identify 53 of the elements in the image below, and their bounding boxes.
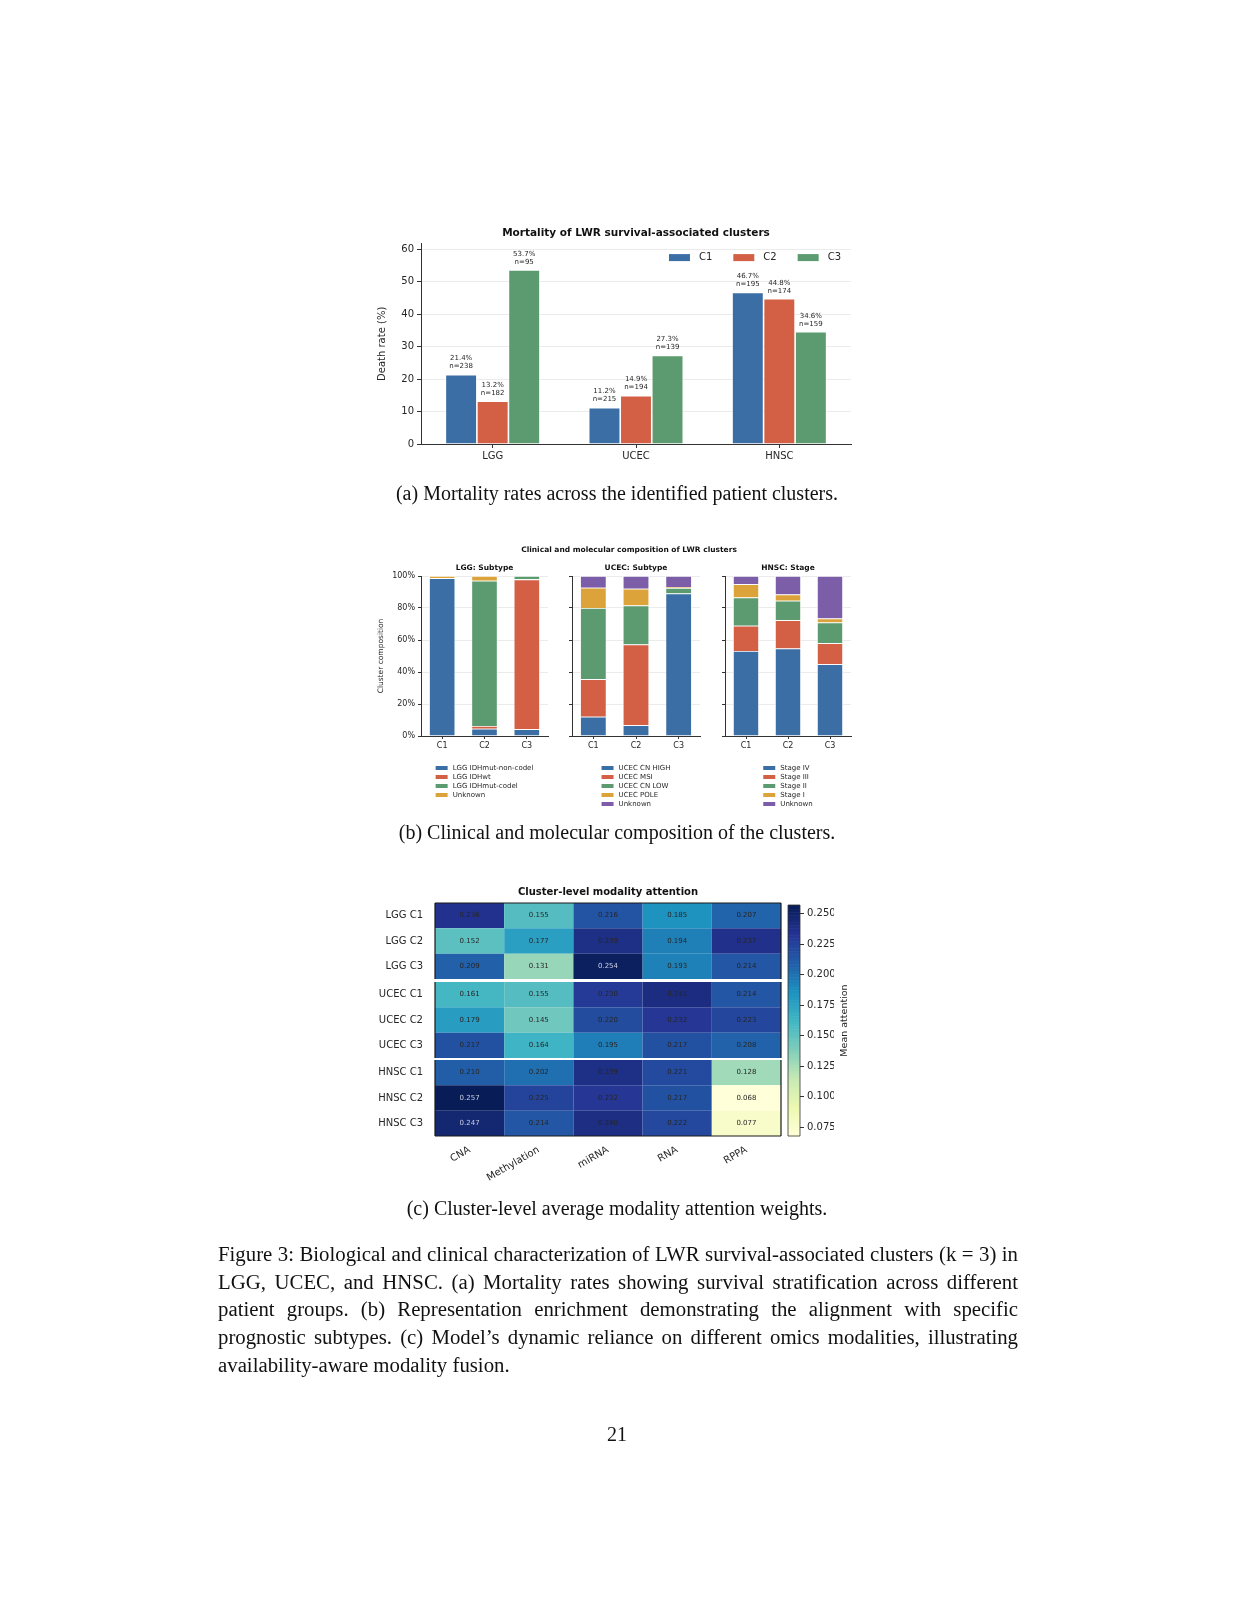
legend-label: C3 xyxy=(827,251,842,263)
y-tick-label: UCEC C3 xyxy=(378,1038,423,1050)
color-bar-label: 0.075 xyxy=(807,1121,836,1133)
x-tick-label: UCEC xyxy=(622,449,650,461)
y-tick-label: 20% xyxy=(397,699,416,709)
x-tick-label: RPPA xyxy=(721,1143,749,1166)
color-bar-label: 0.225 xyxy=(807,937,836,949)
legend-label: C2 xyxy=(763,251,777,263)
y-tick-label: 30 xyxy=(401,340,414,352)
x-tick-label: RNA xyxy=(655,1143,680,1164)
x-tick-label: C2 xyxy=(630,740,642,750)
x-tick-label: C2 xyxy=(479,740,490,750)
chart-title: Mortality of LWR survival-associated clusters xyxy=(502,226,770,239)
y-tick-label: 0% xyxy=(402,731,416,741)
x-tick-label: C3 xyxy=(673,740,685,750)
caption: Figure 3: Biological and clinical characterization of LWR survival-associated clusters (k = 3) in LGG, UCEC, and HNSC. (a) Mortality rates showing survival stratification across different patient groups. (b) Representation enrichment demonstrating the alignment with specific prognostic subtypes. (c) Model’s dynamic reliance on different omics modalities, illustrating availability-aware modality fusion. xyxy=(218,1241,1018,1379)
x-tick-label: HNSC xyxy=(765,449,794,461)
text: (b) Clinical and molecular composition of the clusters. xyxy=(398,820,836,844)
y-tick-label: LGG C1 xyxy=(385,909,423,921)
y-tick-label: 80% xyxy=(397,603,416,613)
text: 21 xyxy=(607,1422,627,1446)
color-bar-title: Mean attention xyxy=(838,984,850,1057)
color-bar-label: 0.175 xyxy=(807,998,836,1010)
y-tick-label: 10 xyxy=(401,405,414,417)
y-tick-label: UCEC C1 xyxy=(378,987,423,999)
text: (a) Mortality rates across the identified patient clusters. xyxy=(395,481,839,505)
x-tick-label: LGG xyxy=(482,449,504,461)
y-tick-label: 50 xyxy=(401,275,414,287)
legend-label: C1 xyxy=(698,251,713,263)
y-tick-label: HNSC C3 xyxy=(378,1116,423,1128)
y-tick-label: UCEC C2 xyxy=(378,1013,423,1025)
text: (c) Cluster-level average modality attention weights. xyxy=(406,1196,828,1220)
y-tick-label: LGG C3 xyxy=(385,959,423,971)
color-bar-label: 0.125 xyxy=(807,1059,836,1071)
x-tick-label: C1 xyxy=(436,740,448,750)
x-tick-label: C3 xyxy=(824,740,836,750)
x-tick-label: C3 xyxy=(521,740,533,750)
y-tick-label: 60 xyxy=(401,243,414,255)
y-tick-label: LGG C2 xyxy=(385,934,423,946)
x-tick-label: C2 xyxy=(782,740,794,750)
y-tick-label: 40 xyxy=(401,307,414,319)
chart-title: Cluster-level modality attention xyxy=(517,885,699,897)
y-tick-label: 20 xyxy=(401,372,414,384)
y-tick-label: 100% xyxy=(392,571,416,581)
y-tick-label: HNSC C1 xyxy=(378,1066,423,1078)
x-tick-label: CNA xyxy=(447,1143,473,1164)
y-tick-label: 0 xyxy=(407,437,414,449)
y-tick-label: 40% xyxy=(397,667,416,677)
y-tick-label: HNSC C2 xyxy=(378,1091,423,1103)
y-tick-label: 60% xyxy=(397,635,416,645)
x-tick-label: C1 xyxy=(587,740,599,750)
x-tick-label: C1 xyxy=(740,740,752,750)
y-axis-title: Death rate (%) xyxy=(375,306,387,381)
